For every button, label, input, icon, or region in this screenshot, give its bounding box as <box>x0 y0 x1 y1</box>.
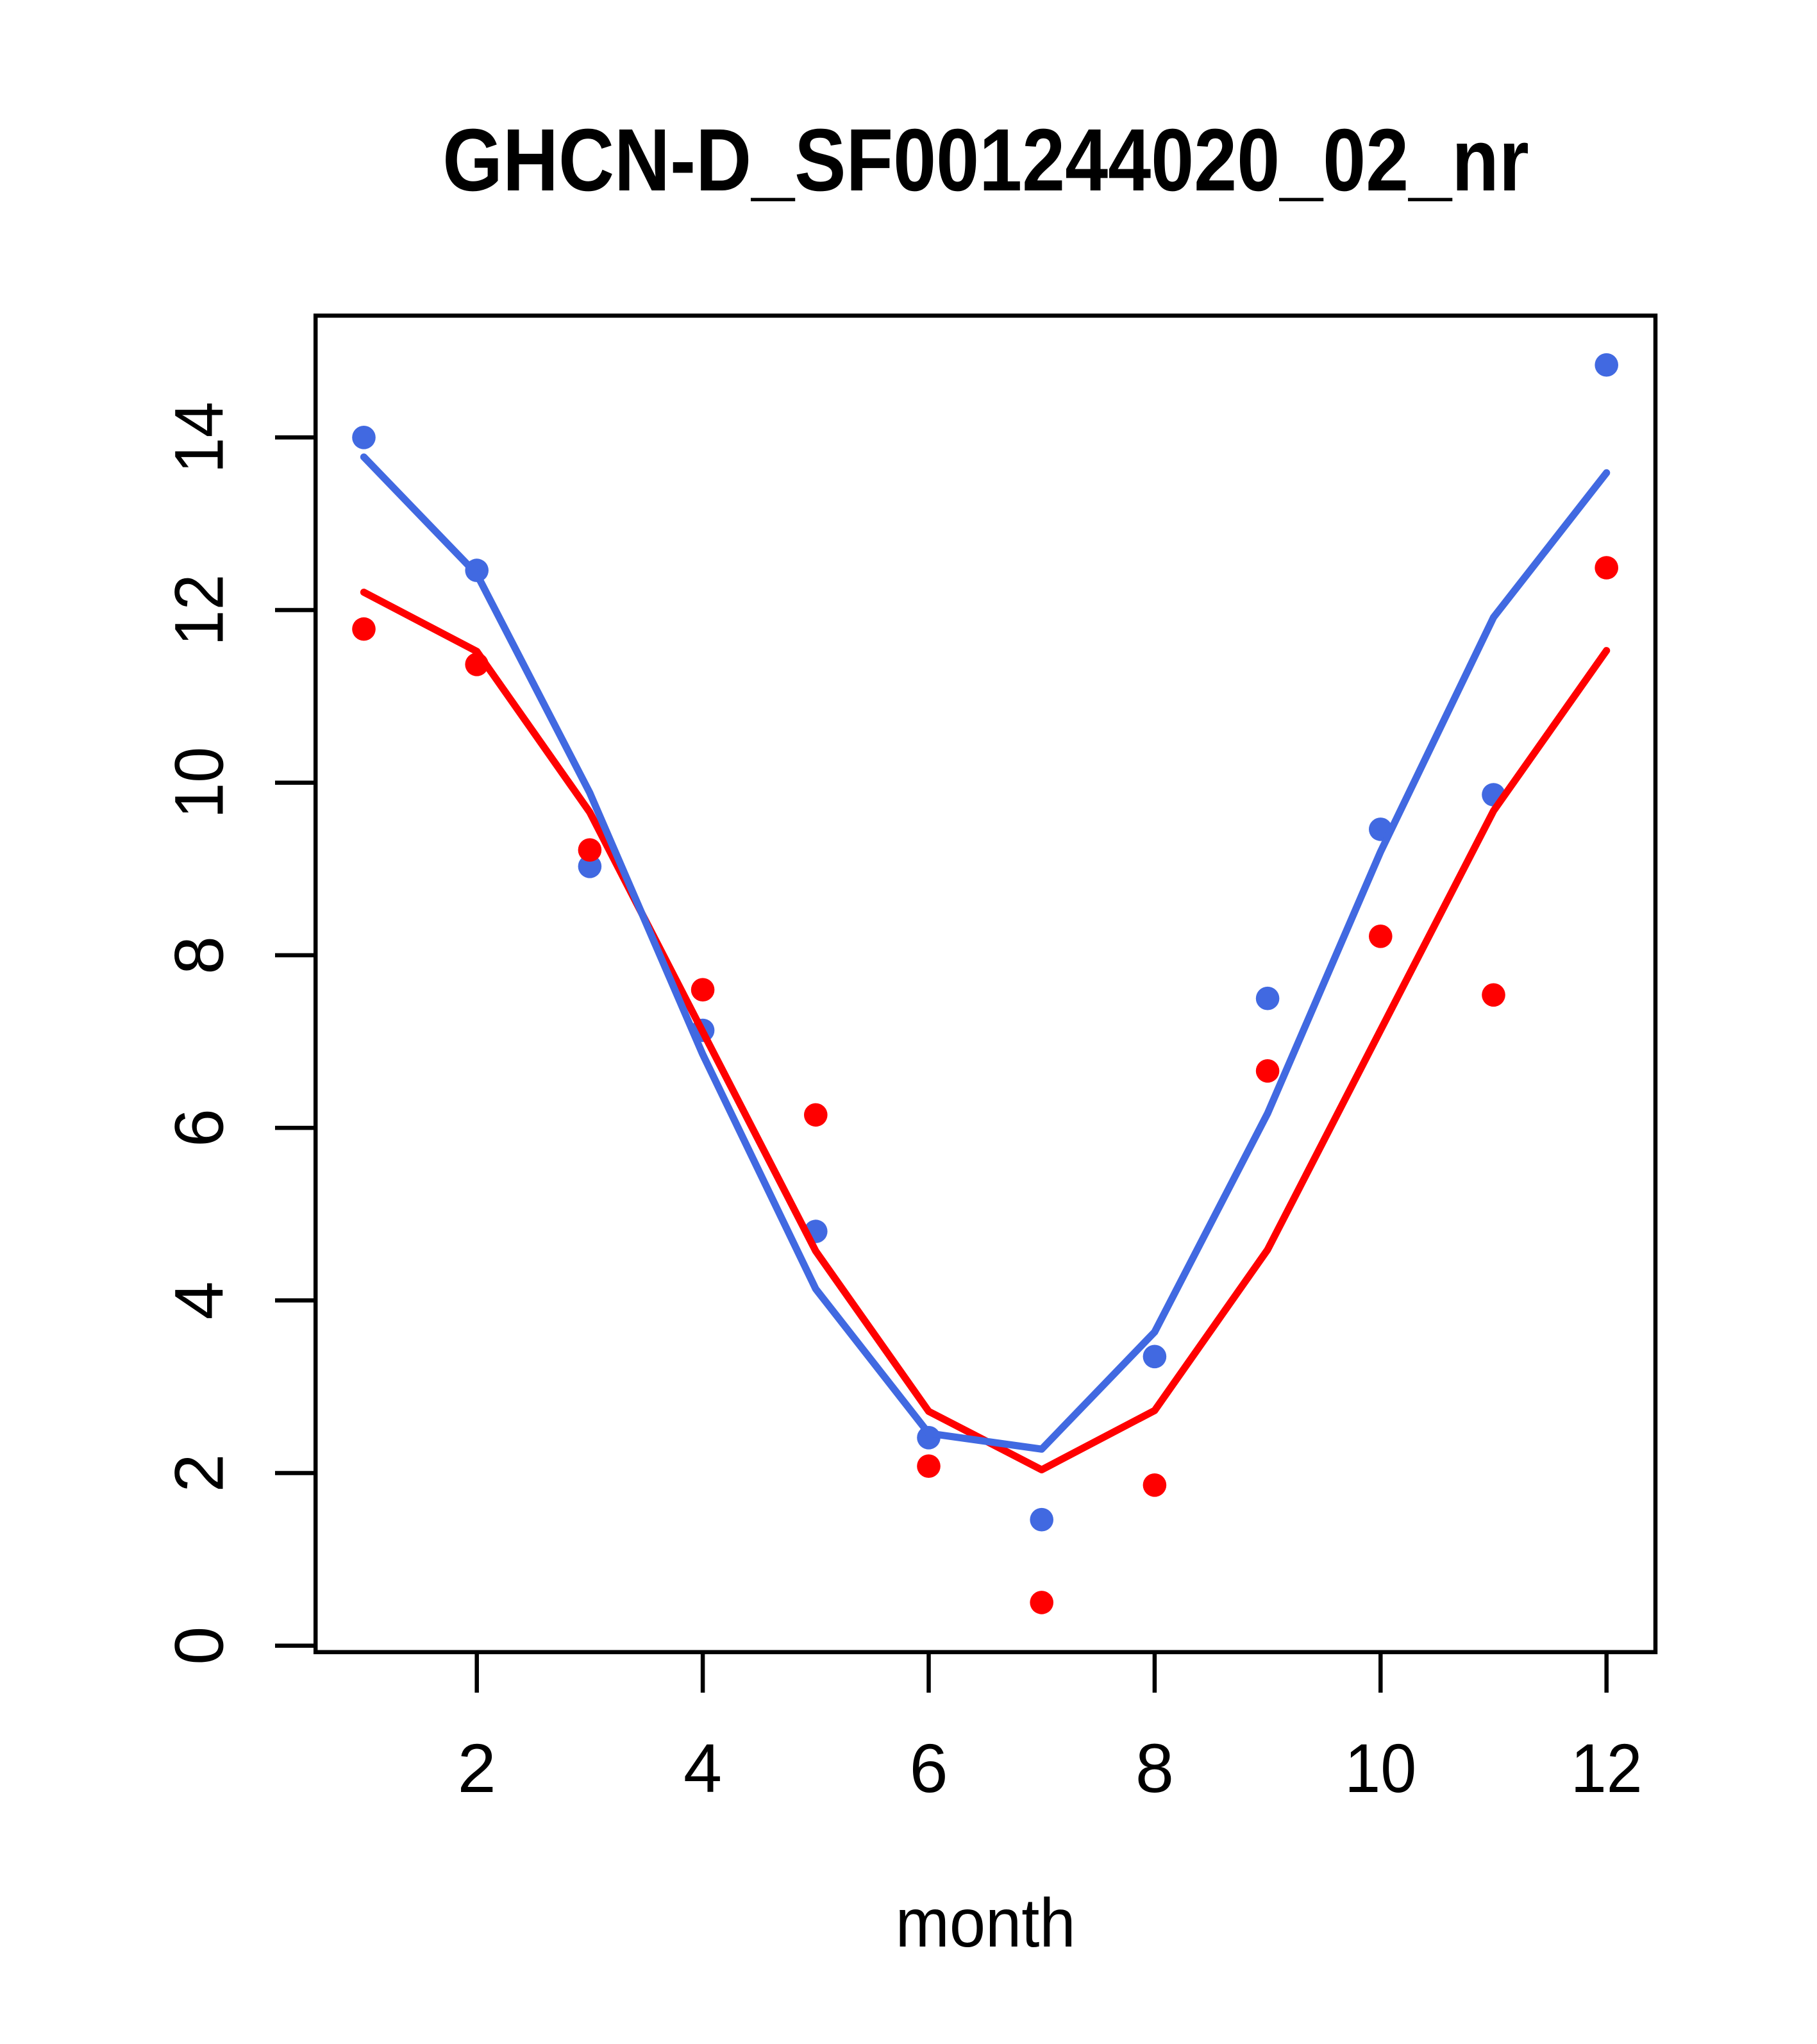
svg-text:month: month <box>896 1884 1076 1962</box>
svg-text:4: 4 <box>683 1729 722 1807</box>
svg-text:8: 8 <box>1135 1729 1174 1807</box>
svg-text:0: 0 <box>160 1627 237 1665</box>
svg-text:12: 12 <box>1571 1729 1643 1807</box>
svg-text:4: 4 <box>160 1281 237 1319</box>
svg-text:2: 2 <box>160 1453 237 1492</box>
svg-text:2: 2 <box>458 1729 496 1807</box>
svg-text:6: 6 <box>160 1109 237 1147</box>
svg-text:8: 8 <box>160 936 237 975</box>
svg-text:6: 6 <box>909 1729 948 1807</box>
svg-text:GHCN-D_SF001244020_02_nr: GHCN-D_SF001244020_02_nr <box>442 111 1528 209</box>
svg-text:12: 12 <box>160 574 237 646</box>
svg-text:14: 14 <box>160 401 237 473</box>
svg-text:10: 10 <box>160 747 237 819</box>
svg-text:10: 10 <box>1344 1729 1416 1807</box>
